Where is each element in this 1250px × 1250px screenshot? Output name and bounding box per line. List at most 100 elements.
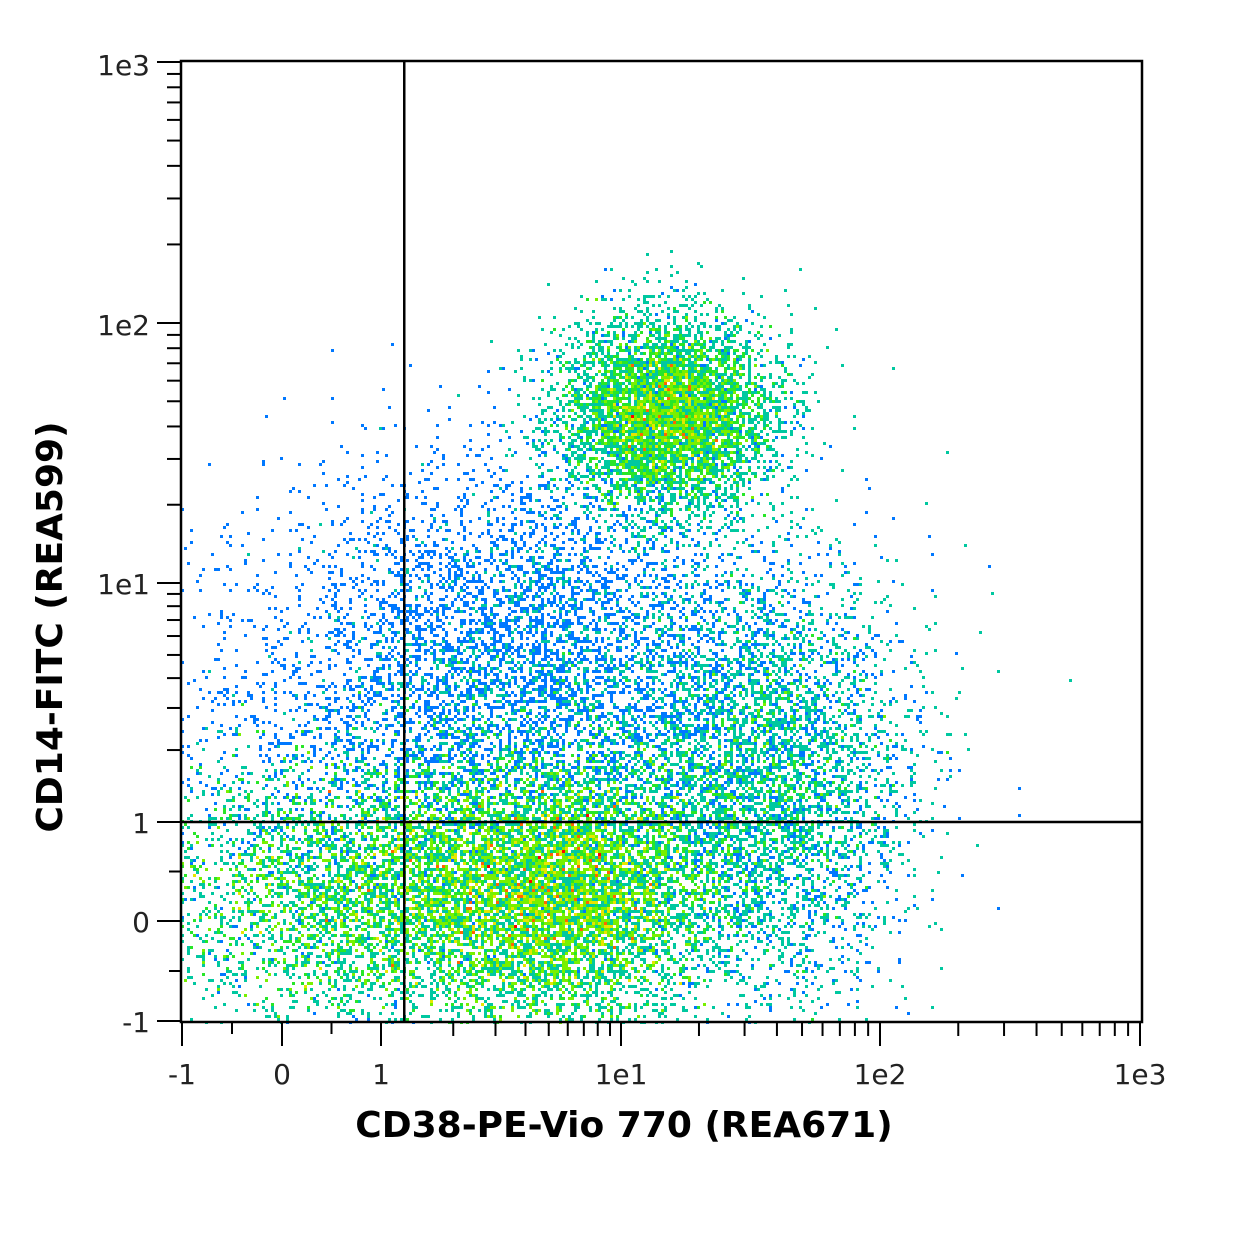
event-dot [775,613,778,616]
event-dot [604,592,607,595]
event-dot [601,424,604,427]
event-dot [715,466,718,469]
event-dot [736,322,739,325]
event-dot [646,610,649,613]
event-dot [724,412,727,415]
event-dot [529,556,532,559]
event-dot [664,301,667,304]
event-dot [718,430,721,433]
event-dot [298,595,301,598]
event-dot [724,508,727,511]
event-dot [727,436,730,439]
event-dot [694,445,697,448]
event-dot [601,433,604,436]
event-dot [523,508,526,511]
event-dot [583,445,586,448]
event-dot [595,463,598,466]
event-dot [805,577,808,580]
event-dot [694,451,697,454]
event-dot [682,427,685,430]
event-dot [697,529,700,532]
event-dot [373,550,376,553]
event-dot [433,544,436,547]
event-dot [577,391,580,394]
event-dot [598,418,601,421]
event-dot [793,475,796,478]
event-dot [709,421,712,424]
event-dot [589,469,592,472]
event-dot [778,400,781,403]
event-dot [709,388,712,391]
event-dot [634,391,637,394]
event-dot [682,535,685,538]
event-dot [697,466,700,469]
event-dot [688,343,691,346]
event-dot [688,436,691,439]
event-dot [694,568,697,571]
event-dot [760,379,763,382]
event-dot [733,385,736,388]
event-dot [565,367,568,370]
event-dot [631,478,634,481]
event-dot [799,526,802,529]
event-dot [463,496,466,499]
event-dot [790,571,793,574]
event-dot [589,448,592,451]
event-dot [487,532,490,535]
event-dot [574,412,577,415]
event-dot [430,514,433,517]
event-dot [664,370,667,373]
event-dot [709,397,712,400]
event-dot [607,571,610,574]
event-dot [700,427,703,430]
event-dot [661,361,664,364]
event-dot [544,487,547,490]
event-dot [718,337,721,340]
event-dot [670,376,673,379]
event-dot [472,595,475,598]
event-dot [718,382,721,385]
event-dot [715,610,718,613]
event-dot [616,508,619,511]
event-dot [427,553,430,556]
event-dot [628,598,631,601]
event-dot [643,466,646,469]
event-dot [379,607,382,610]
event-dot [724,361,727,364]
event-dot [679,448,682,451]
event-dot [586,598,589,601]
event-dot [418,565,421,568]
event-dot [580,397,583,400]
event-dot [415,595,418,598]
event-dot [670,520,673,523]
event-dot [544,430,547,433]
event-dot [718,415,721,418]
event-dot [592,358,595,361]
event-dot [631,424,634,427]
event-dot [682,415,685,418]
event-dot [538,418,541,421]
event-dot [781,430,784,433]
event-dot [868,487,871,490]
event-dot [511,565,514,568]
event-dot [493,421,496,424]
event-dot [736,511,739,514]
event-dot [631,418,634,421]
event-dot [781,391,784,394]
event-dot [781,421,784,424]
event-dot [727,418,730,421]
event-dot [394,550,397,553]
event-dot [664,478,667,481]
event-dot [604,385,607,388]
event-dot [511,610,514,613]
event-dot [463,601,466,604]
event-dot [577,529,580,532]
event-dot [676,409,679,412]
event-dot [652,535,655,538]
event-dot [754,403,757,406]
event-dot [697,451,700,454]
event-dot [628,550,631,553]
event-dot [733,493,736,496]
event-dot [694,415,697,418]
event-dot [694,496,697,499]
